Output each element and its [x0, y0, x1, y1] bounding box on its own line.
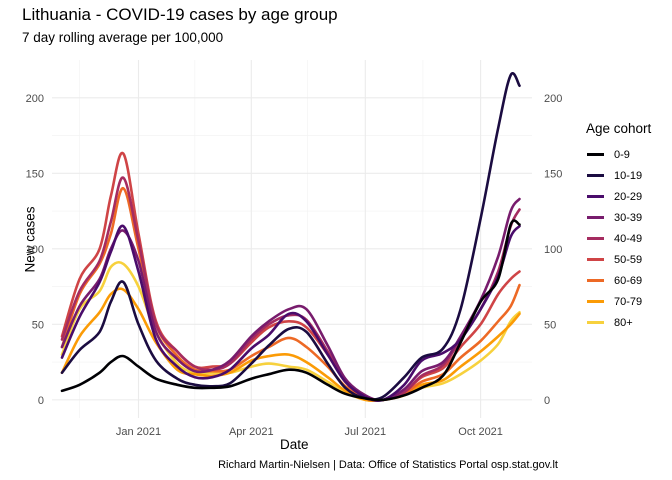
legend-label: 50-59	[614, 253, 643, 266]
x-axis-label: Date	[280, 437, 309, 452]
legend-items: 0-9 10-19 20-29 30-39 40-49 50-59 60-69 70-79 80…	[586, 144, 651, 333]
y-tick-label-right: 200	[544, 93, 562, 105]
x-tick-label: Oct 2021	[458, 426, 503, 438]
legend-item: 70-79	[586, 291, 651, 312]
legend-label: 0-9	[614, 148, 630, 161]
legend-item: 0-9	[586, 144, 651, 165]
y-tick-label: 200	[26, 93, 44, 105]
legend-swatch	[587, 153, 604, 156]
legend-item: 30-39	[586, 207, 651, 228]
series-line-70-79	[60, 287, 521, 403]
series-line-10-19	[60, 72, 521, 401]
legend-swatch	[587, 300, 604, 303]
chart-subtitle: 7 day rolling average per 100,000	[22, 30, 224, 45]
series-line-60-69	[60, 187, 521, 402]
legend-label: 60-69	[614, 274, 643, 287]
legend-item: 50-59	[586, 249, 651, 270]
y-tick-label: 100	[26, 244, 44, 256]
legend: Age cohort 0-9 10-19 20-29 30-39 40-49 50-59 6…	[586, 121, 651, 333]
legend-item: 20-29	[586, 186, 651, 207]
y-tick-label-right: 50	[544, 319, 556, 331]
legend-label: 10-19	[614, 169, 643, 182]
legend-item: 60-69	[586, 270, 651, 291]
legend-label: 70-79	[614, 295, 643, 308]
series-line-80-	[60, 260, 521, 402]
legend-label: 20-29	[614, 190, 643, 203]
x-tick-label: Apr 2021	[229, 426, 274, 438]
legend-item: 10-19	[586, 165, 651, 186]
y-tick-label: 0	[38, 395, 44, 407]
x-tick-label: Jan 2021	[116, 426, 161, 438]
legend-title: Age cohort	[586, 121, 652, 136]
legend-swatch	[587, 279, 604, 282]
legend-swatch	[587, 321, 604, 324]
legend-swatch	[587, 237, 604, 240]
series-line-20-29	[60, 224, 521, 402]
legend-item: 80+	[586, 312, 651, 333]
series-line-0-9	[60, 219, 521, 402]
legend-swatch	[587, 174, 604, 177]
x-tick-label: Jul 2021	[345, 426, 387, 438]
legend-label: 40-49	[614, 232, 643, 245]
chart-caption: Richard Martin-Nielsen | Data: Office of…	[218, 459, 558, 471]
legend-label: 30-39	[614, 211, 643, 224]
y-tick-label-right: 150	[544, 168, 562, 180]
legend-label: 80+	[614, 316, 633, 329]
legend-swatch	[587, 216, 604, 219]
y-tick-label: 50	[32, 319, 44, 331]
y-tick-label-right: 100	[544, 244, 562, 256]
chart-title: Lithuania - COVID-19 cases by age group	[22, 5, 338, 24]
legend-swatch	[587, 195, 604, 198]
y-tick-label-right: 0	[544, 395, 550, 407]
legend-swatch	[587, 258, 604, 261]
y-tick-label: 150	[26, 168, 44, 180]
legend-item: 40-49	[586, 228, 651, 249]
